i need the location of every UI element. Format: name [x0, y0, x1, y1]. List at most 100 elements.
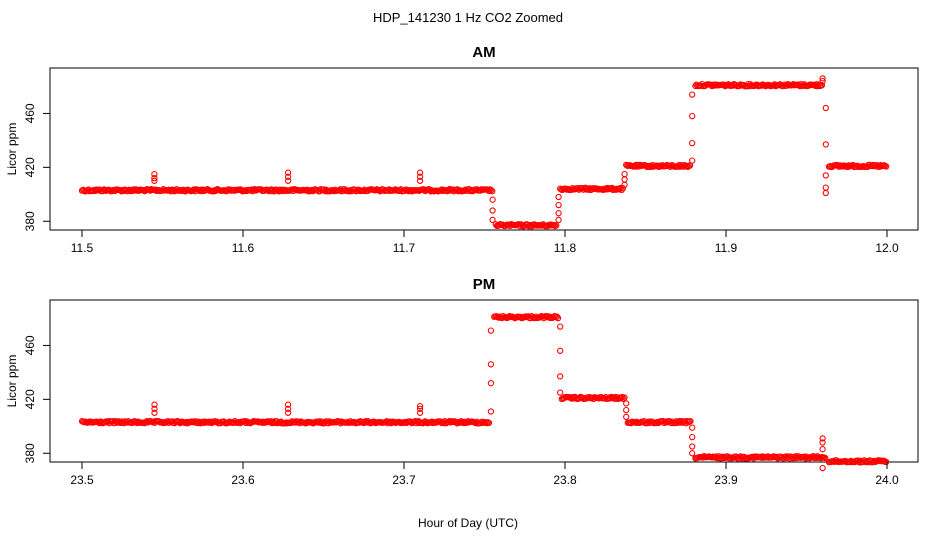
y-tick-label: 380: [23, 211, 37, 231]
data-point: [819, 77, 826, 85]
am-panel-title: AM: [472, 44, 495, 61]
data-point: [603, 186, 610, 193]
y-tick-label: 380: [23, 443, 37, 463]
x-tick-label: 23.8: [553, 473, 577, 487]
data-point: [822, 104, 829, 112]
pm-panel-title: PM: [473, 276, 496, 293]
am-transition-4: [822, 104, 829, 197]
data-point: [822, 172, 829, 179]
data-point: [607, 395, 614, 402]
y-tick-label: 460: [23, 335, 37, 355]
data-point: [623, 400, 630, 407]
data-point: [151, 174, 158, 182]
data-point: [689, 112, 696, 120]
data-point: [726, 455, 733, 462]
pm-x-axis: 23.5 23.6 23.7 23.8 23.9 24.0: [70, 462, 899, 487]
am-plot-frame: [49, 67, 919, 231]
data-point: [555, 193, 562, 201]
data-point: [489, 207, 496, 214]
data-point: [284, 405, 292, 412]
am-segment-0: [78, 186, 496, 195]
data-point: [819, 439, 826, 446]
pm-plot-frame: [49, 299, 919, 463]
data-point: [689, 433, 696, 441]
data-point: [284, 169, 292, 176]
data-point: [416, 173, 424, 180]
x-tick-label: 23.6: [231, 473, 255, 487]
pm-segment-3: [624, 418, 694, 427]
data-point: [284, 177, 292, 184]
data-point: [151, 401, 158, 408]
data-point: [386, 187, 394, 195]
data-point: [489, 196, 496, 203]
am-y-axis-label: Licor ppm: [5, 123, 19, 176]
x-tick-label: 12.0: [875, 241, 899, 255]
data-point: [151, 177, 158, 184]
data-point: [485, 419, 493, 427]
data-point: [619, 185, 627, 192]
data-point: [620, 395, 627, 403]
pm-segment-0: [78, 418, 493, 427]
data-point: [818, 82, 826, 89]
pm-segment-4: [692, 453, 829, 462]
data-point: [883, 163, 890, 170]
am-transition-2: [621, 170, 628, 189]
am-y-axis: 380 420 460: [23, 103, 50, 231]
data-point: [819, 435, 826, 442]
data-point: [553, 313, 561, 320]
x-tick-label: 11.5: [71, 241, 94, 255]
data-point: [689, 91, 696, 98]
data-point: [164, 418, 171, 425]
data-point: [416, 409, 424, 416]
pm-spike-0: [151, 401, 158, 416]
data-point: [822, 454, 829, 462]
data-point: [819, 75, 826, 82]
data-point: [502, 222, 509, 229]
data-point: [488, 187, 495, 194]
data-point: [687, 418, 694, 425]
am-segment-3: [623, 161, 694, 171]
data-point: [621, 394, 628, 401]
x-tick-label: 11.8: [554, 241, 577, 255]
data-point: [689, 157, 696, 164]
data-point: [645, 418, 652, 425]
am-segment-4: [692, 80, 826, 90]
data-point: [685, 163, 693, 170]
data-point: [416, 402, 424, 410]
x-tick-label: 11.7: [393, 241, 416, 255]
pm-transition-3: [689, 424, 696, 457]
am-spike-2: [416, 169, 424, 184]
am-segment-1: [492, 221, 560, 230]
data-point: [643, 163, 651, 171]
data-point: [198, 187, 206, 195]
am-data-points: [78, 75, 890, 230]
pm-data-points: [78, 312, 890, 472]
data-point: [130, 186, 137, 193]
am-panel: AM Licor ppm 11.5 11.6 11.7 11.8 11.9 12.0 38…: [5, 44, 919, 255]
data-point: [284, 401, 292, 408]
x-tick-label: 11.6: [232, 241, 255, 255]
data-point: [553, 222, 560, 229]
x-tick-label: 23.7: [392, 473, 416, 487]
data-point: [487, 327, 495, 334]
data-point: [151, 409, 158, 416]
pm-spike-1: [284, 401, 292, 416]
data-point: [621, 170, 628, 178]
data-point: [487, 408, 495, 415]
data-point: [557, 347, 564, 354]
data-point: [621, 176, 628, 183]
data-point: [555, 210, 562, 217]
data-point: [822, 189, 829, 197]
data-point: [822, 184, 829, 191]
am-spike-1: [284, 169, 292, 184]
pm-segment-1: [491, 312, 562, 322]
y-tick-label: 420: [23, 389, 37, 409]
x-tick-label: 11.9: [715, 241, 738, 255]
data-point: [487, 380, 495, 387]
data-point: [483, 419, 490, 427]
data-point: [151, 170, 158, 178]
data-point: [284, 173, 292, 180]
data-point: [869, 458, 877, 466]
am-transition-3: [689, 91, 696, 164]
